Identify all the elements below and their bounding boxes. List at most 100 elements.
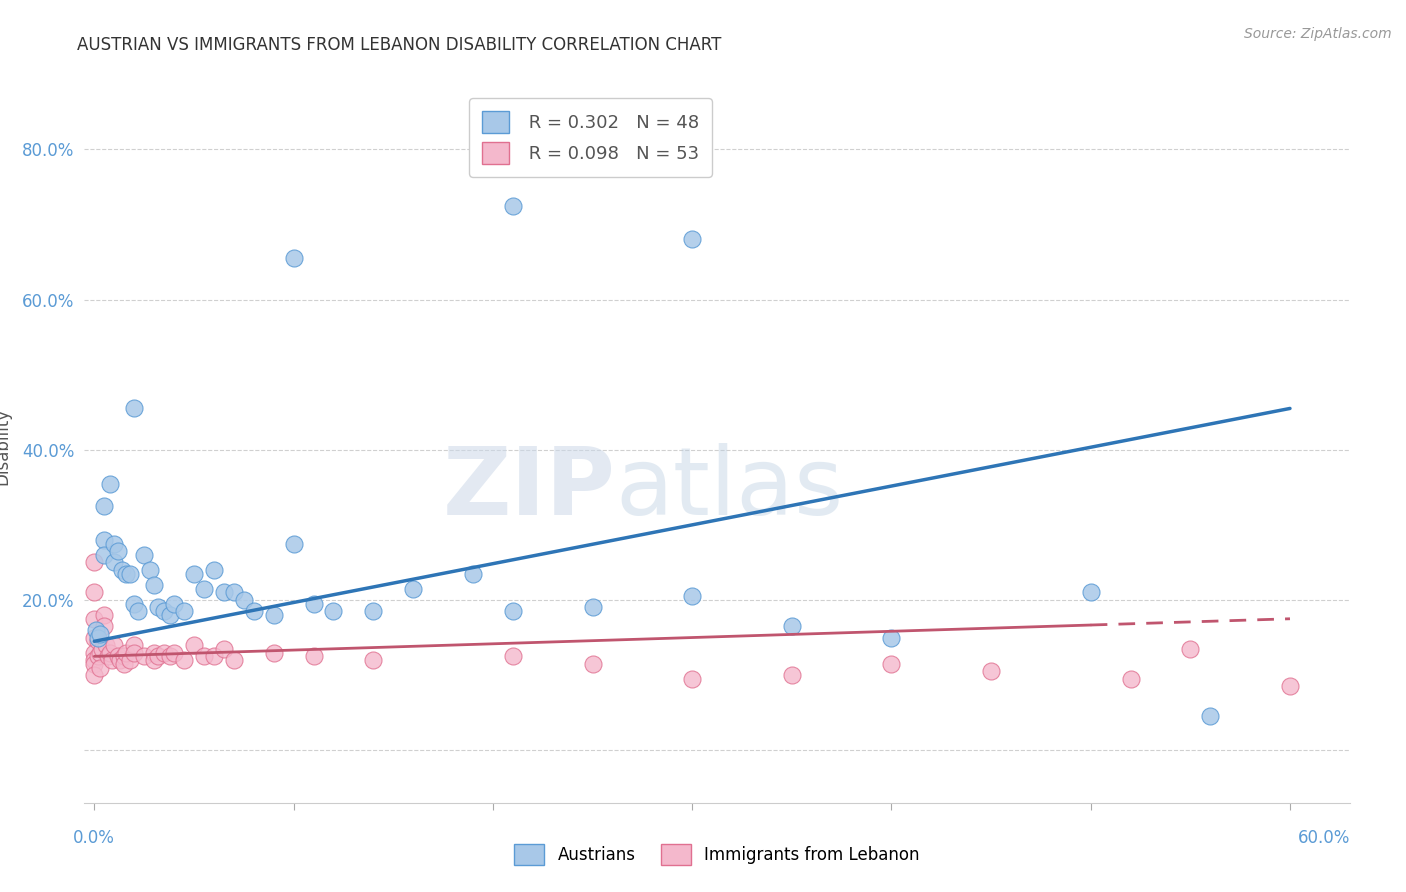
Point bbox=[322, 604, 344, 618]
Point bbox=[232, 593, 254, 607]
Point bbox=[111, 563, 134, 577]
Point bbox=[283, 536, 305, 550]
Point bbox=[89, 627, 111, 641]
Point bbox=[163, 597, 186, 611]
Point bbox=[1119, 672, 1142, 686]
Point bbox=[1080, 585, 1102, 599]
Point bbox=[173, 604, 195, 618]
Point bbox=[153, 604, 176, 618]
Point bbox=[302, 597, 325, 611]
Point bbox=[83, 668, 105, 682]
Point bbox=[780, 668, 803, 682]
Point bbox=[780, 619, 803, 633]
Point bbox=[97, 649, 120, 664]
Point bbox=[183, 566, 205, 581]
Point bbox=[681, 589, 703, 603]
Text: Source: ZipAtlas.com: Source: ZipAtlas.com bbox=[1244, 27, 1392, 41]
Point bbox=[110, 653, 132, 667]
Point bbox=[122, 597, 145, 611]
Point bbox=[134, 649, 156, 664]
Point bbox=[87, 631, 110, 645]
Point bbox=[87, 649, 110, 664]
Point bbox=[880, 631, 903, 645]
Point bbox=[98, 476, 121, 491]
Point bbox=[193, 582, 215, 596]
Point bbox=[122, 401, 145, 416]
Point bbox=[83, 657, 105, 671]
Point bbox=[502, 649, 524, 664]
Point bbox=[122, 638, 145, 652]
Point bbox=[880, 657, 903, 671]
Text: AUSTRIAN VS IMMIGRANTS FROM LEBANON DISABILITY CORRELATION CHART: AUSTRIAN VS IMMIGRANTS FROM LEBANON DISA… bbox=[77, 36, 721, 54]
Point bbox=[461, 566, 484, 581]
Point bbox=[212, 585, 235, 599]
Point bbox=[363, 653, 385, 667]
Point bbox=[222, 653, 245, 667]
Point bbox=[103, 638, 125, 652]
Text: atlas: atlas bbox=[616, 442, 844, 535]
Point bbox=[96, 638, 118, 652]
Point bbox=[159, 649, 181, 664]
Point bbox=[120, 566, 142, 581]
Point bbox=[173, 653, 195, 667]
Point bbox=[146, 600, 169, 615]
Point bbox=[107, 649, 129, 664]
Point bbox=[93, 533, 115, 547]
Point bbox=[93, 499, 115, 513]
Point bbox=[89, 646, 111, 660]
Point bbox=[83, 631, 105, 645]
Point bbox=[193, 649, 215, 664]
Text: ZIP: ZIP bbox=[443, 442, 616, 535]
Legend: Austrians, Immigrants from Lebanon: Austrians, Immigrants from Lebanon bbox=[506, 836, 928, 873]
Point bbox=[122, 646, 145, 660]
Point bbox=[83, 612, 105, 626]
Point bbox=[89, 660, 111, 674]
Point bbox=[143, 578, 166, 592]
Point bbox=[112, 649, 135, 664]
Point bbox=[222, 585, 245, 599]
Point bbox=[242, 604, 264, 618]
Point bbox=[212, 641, 235, 656]
Point bbox=[103, 536, 125, 550]
Point bbox=[402, 582, 425, 596]
Point bbox=[153, 646, 176, 660]
Point bbox=[93, 619, 115, 633]
Point bbox=[1180, 641, 1202, 656]
Point bbox=[363, 604, 385, 618]
Point bbox=[83, 556, 105, 570]
Point bbox=[112, 657, 135, 671]
Point bbox=[581, 657, 603, 671]
Point bbox=[263, 646, 285, 660]
Point bbox=[87, 634, 110, 648]
Point bbox=[86, 623, 108, 637]
Point bbox=[1278, 679, 1301, 693]
Point bbox=[127, 604, 149, 618]
Point bbox=[83, 653, 105, 667]
Point bbox=[183, 638, 205, 652]
Point bbox=[146, 649, 169, 664]
Point bbox=[134, 548, 156, 562]
Point bbox=[115, 646, 138, 660]
Text: 60.0%: 60.0% bbox=[1298, 829, 1351, 847]
Point bbox=[107, 544, 129, 558]
Point bbox=[581, 600, 603, 615]
Point bbox=[980, 665, 1002, 679]
Point bbox=[159, 607, 181, 622]
Point bbox=[263, 607, 285, 622]
Point bbox=[163, 646, 186, 660]
Point bbox=[502, 604, 524, 618]
Point bbox=[101, 653, 124, 667]
Point bbox=[283, 251, 305, 265]
Point bbox=[93, 548, 115, 562]
Point bbox=[681, 232, 703, 246]
Point bbox=[502, 199, 524, 213]
Y-axis label: Disability: Disability bbox=[0, 408, 11, 484]
Point bbox=[1199, 709, 1222, 723]
Point bbox=[143, 646, 166, 660]
Point bbox=[103, 556, 125, 570]
Point bbox=[83, 646, 105, 660]
Point bbox=[202, 649, 225, 664]
Point bbox=[93, 607, 115, 622]
Text: 0.0%: 0.0% bbox=[73, 829, 115, 847]
Point bbox=[83, 585, 105, 599]
